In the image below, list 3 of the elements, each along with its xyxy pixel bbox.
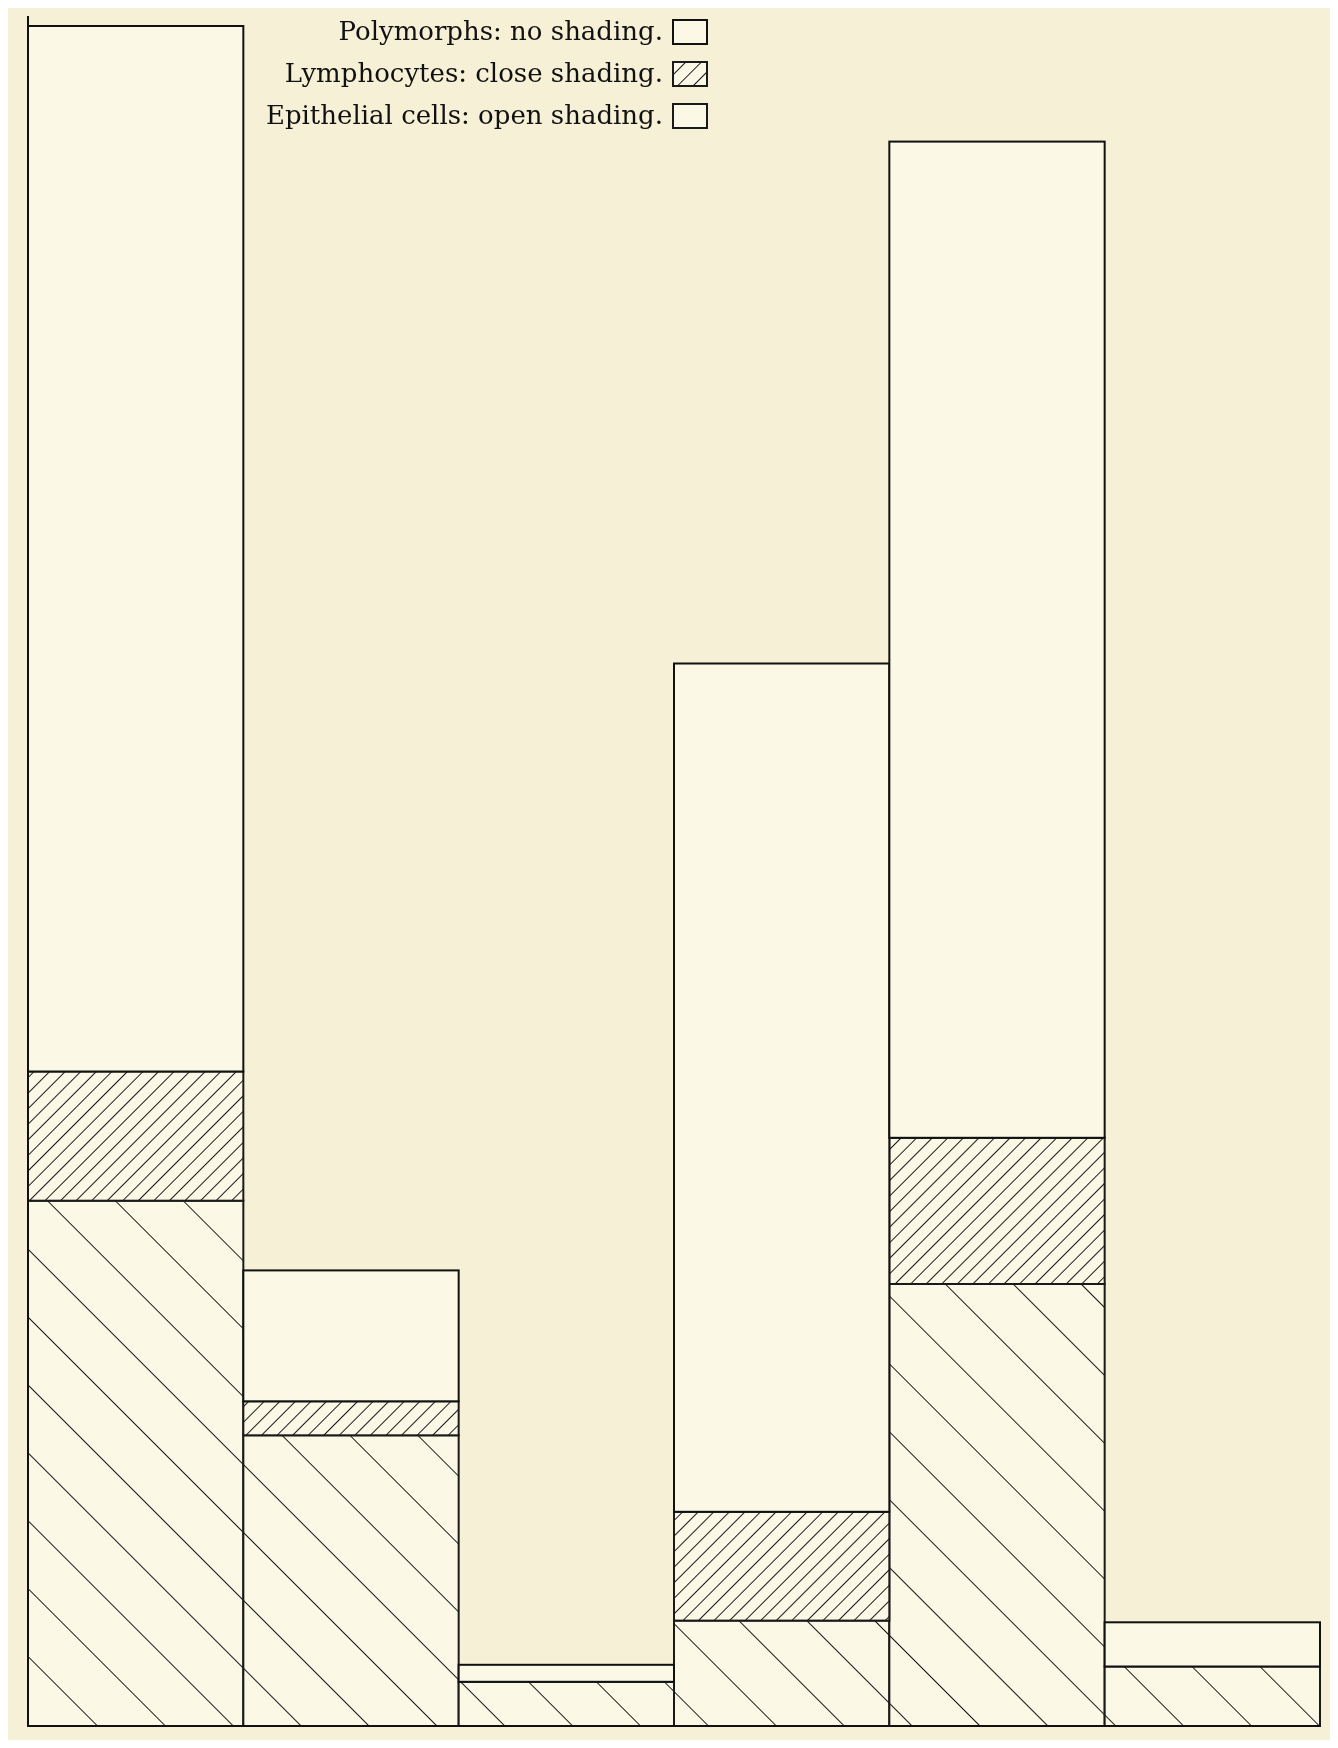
legend-label: Epithelial cells: open shading.: [265, 100, 663, 130]
legend-label: Polymorphs: no shading.: [338, 16, 663, 46]
legend-label: Lymphocytes: close shading.: [284, 58, 663, 88]
